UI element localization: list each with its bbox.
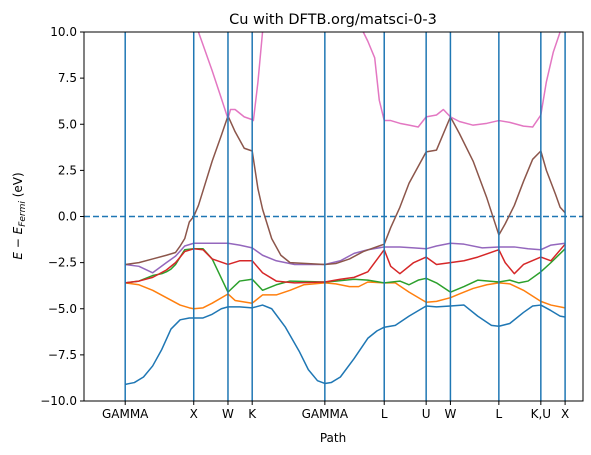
band-line-7: [197, 32, 264, 122]
chart-title: Cu with DFTB.org/matsci-0-3: [229, 12, 437, 28]
band-line-6: [125, 115, 566, 266]
y-tick-label-7: 5.0: [58, 117, 77, 131]
plot-area: [84, 32, 583, 401]
band-line-4: [125, 243, 566, 284]
y-tick-label-3: −5.0: [48, 302, 77, 316]
x-tick-label-2: X: [190, 407, 198, 421]
y-axis-label-sub: Fermi: [18, 201, 28, 227]
band-line-1: [125, 304, 566, 386]
x-tick-label-4: K: [248, 407, 257, 421]
y-tick-label-8: 7.5: [58, 71, 77, 85]
y-tick-label-2: −7.5: [48, 348, 77, 362]
x-tick-label-6: L: [381, 407, 388, 421]
band-line-5: [125, 242, 566, 274]
y-axis: −10.0 −7.5 −5.0 −2.5 0.0 2.5 5.0 7.5 10.0: [40, 25, 84, 408]
x-tick-label-7: U: [422, 407, 431, 421]
y-axis-label-unit: (eV): [11, 172, 25, 201]
y-axis-label-main: E − E: [11, 226, 25, 259]
y-axis-label: E − EFermi (eV): [11, 172, 28, 259]
x-tick-label-9: L: [496, 407, 503, 421]
x-axis-label: Path: [320, 431, 346, 445]
x-tick-label-8: W: [444, 407, 456, 421]
y-tick-label-5: 0.0: [58, 210, 77, 224]
band-line-8: [362, 32, 561, 128]
x-tick-label-5: GAMMA: [302, 407, 349, 421]
x-tick-label-11: X: [561, 407, 569, 421]
x-tick-label-10: K,U: [531, 407, 551, 421]
y-tick-label-4: −2.5: [48, 256, 77, 270]
y-tick-label-1: −10.0: [40, 394, 77, 408]
x-axis: GAMMA X W K GAMMA L U W L K,U X: [102, 401, 569, 421]
y-tick-label-9: 10.0: [50, 25, 77, 39]
y-tick-label-6: 2.5: [58, 163, 77, 177]
x-tick-label-3: W: [222, 407, 234, 421]
x-tick-label-1: GAMMA: [102, 407, 149, 421]
